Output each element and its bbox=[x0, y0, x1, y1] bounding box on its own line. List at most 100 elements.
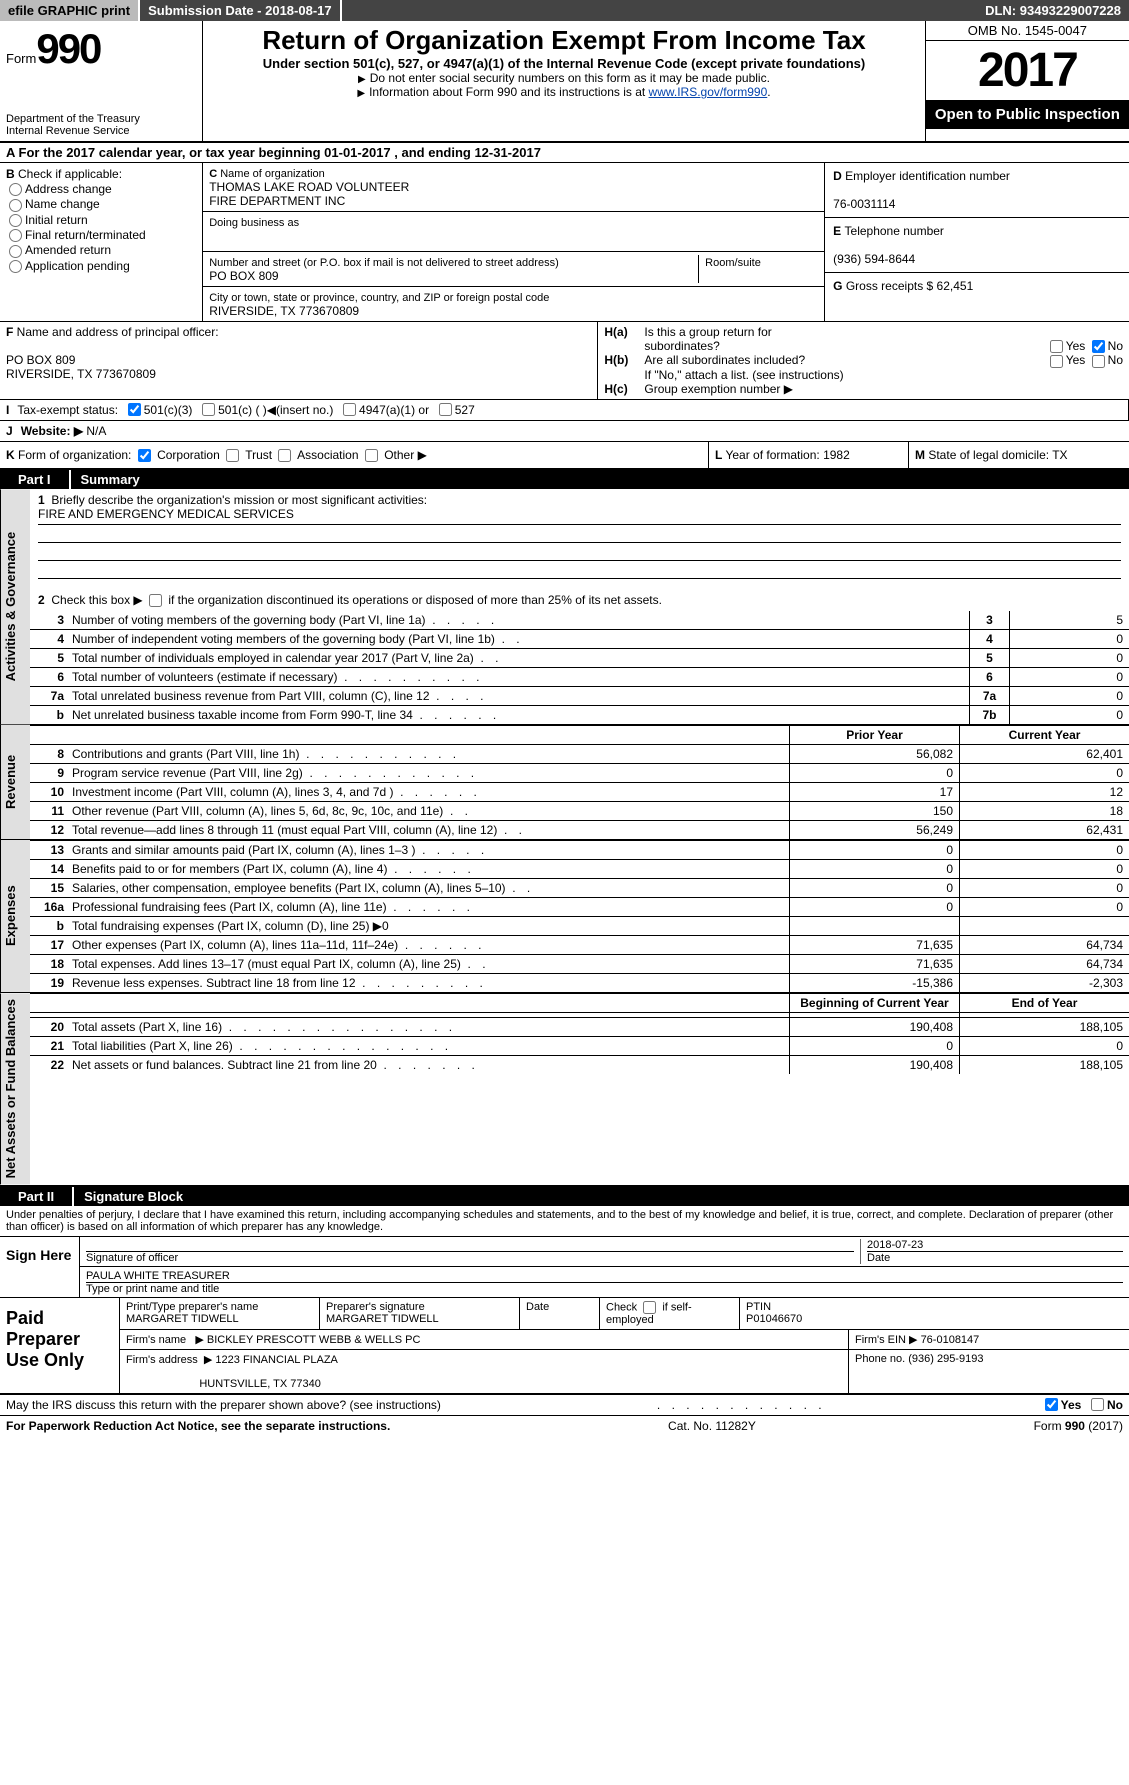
exp-text: Professional fundraising fees (Part IX, … bbox=[68, 898, 789, 916]
ty-begin: 01-01-2017 bbox=[324, 145, 391, 160]
discontinued-checkbox[interactable] bbox=[149, 594, 162, 607]
dept-treasury: Department of the Treasury bbox=[6, 113, 196, 125]
rev-line-12: 12 Total revenue—add lines 8 through 11 … bbox=[30, 820, 1129, 839]
line-j: JWebsite: ▶ N/A bbox=[0, 421, 1129, 442]
exp-line-b: b Total fundraising expenses (Part IX, c… bbox=[30, 916, 1129, 935]
col-b: B Check if applicable: Address change Na… bbox=[0, 163, 203, 321]
mission-line2 bbox=[38, 525, 1121, 543]
dba-label: Doing business as bbox=[209, 217, 299, 229]
rev-py: 150 bbox=[789, 802, 959, 820]
rev-line-8: 8 Contributions and grants (Part VIII, l… bbox=[30, 744, 1129, 763]
col-c: C Name of organization THOMAS LAKE ROAD … bbox=[203, 163, 824, 321]
ha-yes-checkbox[interactable] bbox=[1050, 340, 1063, 353]
gross-label: Gross receipts $ bbox=[846, 279, 937, 293]
exp-text: Other expenses (Part IX, column (A), lin… bbox=[68, 936, 789, 954]
exp-py: 0 bbox=[789, 879, 959, 897]
exp-cy: 64,734 bbox=[959, 936, 1129, 954]
address-change-radio[interactable] bbox=[9, 183, 22, 196]
gov-box: 7a bbox=[969, 687, 1009, 705]
ha-no-checkbox[interactable] bbox=[1092, 340, 1105, 353]
501c-checkbox[interactable] bbox=[202, 403, 215, 416]
abc-grid: B Check if applicable: Address change Na… bbox=[0, 163, 1129, 322]
prep-sig-label: Preparer's signature bbox=[326, 1301, 425, 1313]
tax-year: 2017 bbox=[926, 41, 1129, 100]
name-change-radio[interactable] bbox=[9, 199, 22, 212]
trust-checkbox[interactable] bbox=[226, 449, 239, 462]
form-label: Form bbox=[6, 51, 36, 66]
rev-text: Other revenue (Part VIII, column (A), li… bbox=[68, 802, 789, 820]
opt-name-change: Name change bbox=[25, 197, 100, 211]
irs-label: Internal Revenue Service bbox=[6, 125, 196, 137]
irs-link[interactable]: www.IRS.gov/form990 bbox=[649, 85, 768, 99]
mission-line4 bbox=[38, 561, 1121, 579]
ptin-label: PTIN bbox=[746, 1301, 771, 1313]
website-value: N/A bbox=[86, 424, 106, 438]
rev-py: 56,249 bbox=[789, 821, 959, 839]
col-f: F Name and address of principal officer:… bbox=[0, 322, 598, 399]
app-pending-radio[interactable] bbox=[9, 260, 22, 273]
rev-py: 0 bbox=[789, 764, 959, 782]
part-1-num: Part I bbox=[0, 470, 71, 489]
form-header: Form 990 Department of the Treasury Inte… bbox=[0, 21, 1129, 143]
gov-line-4: 4 Number of independent voting members o… bbox=[30, 629, 1129, 648]
rev-line-9: 9 Program service revenue (Part VIII, li… bbox=[30, 763, 1129, 782]
pt-name: MARGARET TIDWELL bbox=[126, 1313, 239, 1325]
paid-block: Paid Preparer Use Only Print/Type prepar… bbox=[0, 1298, 1129, 1395]
527-checkbox[interactable] bbox=[439, 403, 452, 416]
net-py: 0 bbox=[789, 1037, 959, 1055]
rev-line-11: 11 Other revenue (Part VIII, column (A),… bbox=[30, 801, 1129, 820]
discuss-yes-checkbox[interactable] bbox=[1045, 1398, 1058, 1411]
hb-yes-checkbox[interactable] bbox=[1050, 355, 1063, 368]
self-employed-checkbox[interactable] bbox=[643, 1301, 656, 1314]
form-footer-label: Form bbox=[1034, 1419, 1065, 1433]
q2-text: Check this box bbox=[51, 593, 130, 607]
domicile-label: State of legal domicile: bbox=[928, 448, 1049, 462]
discuss-no-checkbox[interactable] bbox=[1091, 1398, 1104, 1411]
exp-line-18: 18 Total expenses. Add lines 13–17 (must… bbox=[30, 954, 1129, 973]
col-h: H(a) Is this a group return for subordin… bbox=[598, 322, 1129, 399]
officer-addr2: RIVERSIDE, TX 773670809 bbox=[6, 367, 156, 381]
dln-cell: DLN: 93493229007228 bbox=[342, 0, 1129, 21]
dots: . . . . . . . . . . . . bbox=[441, 1398, 1042, 1412]
4947-checkbox[interactable] bbox=[343, 403, 356, 416]
corp-checkbox[interactable] bbox=[138, 449, 151, 462]
final-return-radio[interactable] bbox=[9, 229, 22, 242]
rev-num: 8 bbox=[30, 745, 68, 763]
ha-label2: subordinates? bbox=[644, 339, 719, 353]
tel-label: Telephone number bbox=[845, 224, 944, 238]
net-text: Total liabilities (Part X, line 26) . . … bbox=[68, 1037, 789, 1055]
exp-num: 13 bbox=[30, 841, 68, 859]
other-checkbox[interactable] bbox=[365, 449, 378, 462]
net-assets-section: Net Assets or Fund Balances Beginning of… bbox=[0, 993, 1129, 1186]
rev-text: Program service revenue (Part VIII, line… bbox=[68, 764, 789, 782]
q2b-text: if the organization discontinued its ope… bbox=[168, 593, 662, 607]
gov-box: 5 bbox=[969, 649, 1009, 667]
discuss-no: No bbox=[1107, 1398, 1123, 1412]
paid-label: Paid Preparer Use Only bbox=[0, 1298, 120, 1393]
ty-end: 12-31-2017 bbox=[474, 145, 541, 160]
net-line-22: 22 Net assets or fund balances. Subtract… bbox=[30, 1055, 1129, 1074]
gov-line-3: 3 Number of voting members of the govern… bbox=[30, 611, 1129, 629]
discuss-text: May the IRS discuss this return with the… bbox=[6, 1398, 441, 1412]
vtab-governance: Activities & Governance bbox=[0, 489, 30, 724]
gov-num: 5 bbox=[30, 649, 68, 667]
expenses-section: Expenses 13 Grants and similar amounts p… bbox=[0, 840, 1129, 993]
hb-no: No bbox=[1108, 353, 1123, 367]
gov-val: 0 bbox=[1009, 706, 1129, 724]
assoc-checkbox[interactable] bbox=[278, 449, 291, 462]
rev-num: 11 bbox=[30, 802, 68, 820]
mission-text: FIRE AND EMERGENCY MEDICAL SERVICES bbox=[38, 507, 1121, 525]
hb-no-checkbox[interactable] bbox=[1092, 355, 1105, 368]
amended-radio[interactable] bbox=[9, 245, 22, 258]
col-b-label: Check if applicable: bbox=[18, 167, 122, 181]
501c3-checkbox[interactable] bbox=[128, 403, 141, 416]
revenue-section: Revenue Prior Year Current Year 8 Contri… bbox=[0, 725, 1129, 840]
gov-box: 3 bbox=[969, 611, 1009, 629]
officer-label: Name and address of principal officer: bbox=[17, 325, 219, 339]
exp-cy: 64,734 bbox=[959, 955, 1129, 973]
exp-line-16a: 16a Professional fundraising fees (Part … bbox=[30, 897, 1129, 916]
phone: (936) 295-9193 bbox=[908, 1353, 983, 1365]
initial-return-radio[interactable] bbox=[9, 214, 22, 227]
gov-line-6: 6 Total number of volunteers (estimate i… bbox=[30, 667, 1129, 686]
exp-text: Total fundraising expenses (Part IX, col… bbox=[68, 917, 789, 935]
